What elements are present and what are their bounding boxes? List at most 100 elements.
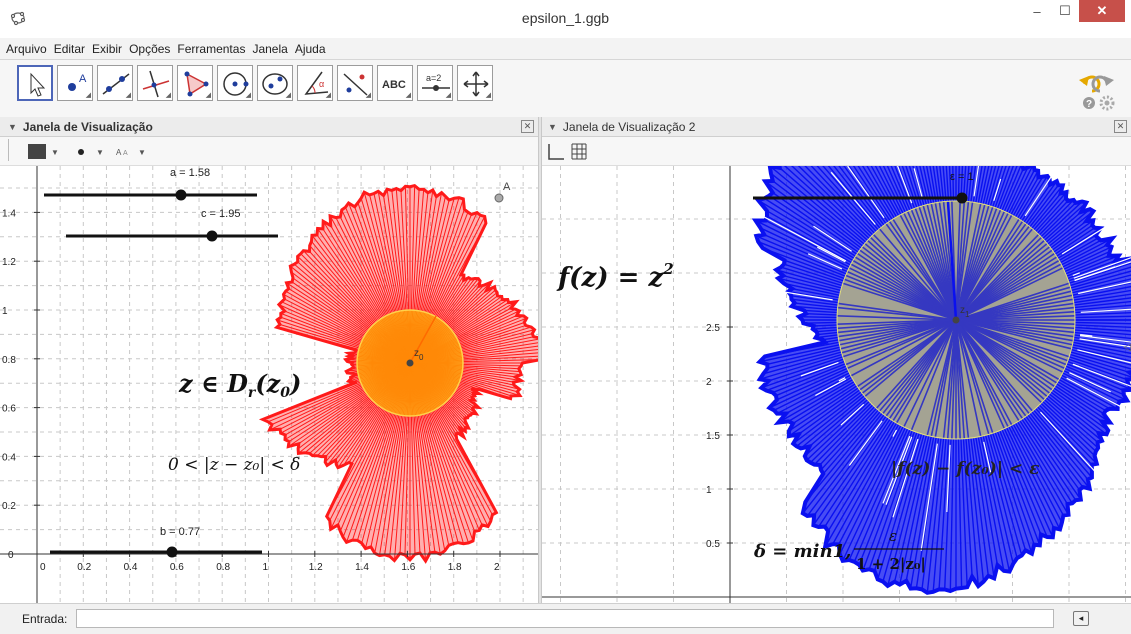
formula-delta-neighborhood: 0 < |z − z₀| < δ — [168, 455, 300, 475]
polygon-tool[interactable]: ◢ — [177, 65, 213, 101]
axis-ticks: 2.5 2 1.5 1 0.5 — [706, 323, 733, 550]
collapse-arrow-icon[interactable]: ▼ — [8, 122, 17, 132]
svg-text:A: A — [79, 73, 87, 85]
right-style-bar — [542, 137, 1131, 166]
menu-arquivo[interactable]: Arquivo — [6, 42, 47, 56]
slider-a-label: a = 1.58 — [170, 167, 210, 179]
maximize-button[interactable]: ☐ — [1051, 0, 1079, 22]
collapse-arrow-icon[interactable]: ▼ — [548, 122, 557, 132]
text-size-icon[interactable]: A A ▼ — [116, 148, 146, 157]
slider-b-label: b = 0.77 — [160, 526, 200, 538]
epsilon-inequality: |f(z) − f(z₀)| < ε — [891, 459, 1039, 479]
svg-text:▼: ▼ — [138, 148, 146, 157]
point-a[interactable] — [495, 194, 503, 202]
x-tick-label: 0.4 — [124, 562, 138, 573]
close-button[interactable]: ✕ — [1079, 0, 1125, 22]
menu-janela[interactable]: Janela — [252, 42, 287, 56]
right-graphics-view[interactable]: z1 2.5 2 1.5 1 0.5 ε = 1 f(z) = z2 |f(z) − f… — [542, 166, 1131, 603]
svg-text:ABC: ABC — [382, 79, 406, 91]
redo-icon[interactable] — [1093, 76, 1114, 91]
circle-tool[interactable]: ◢ — [217, 65, 253, 101]
x-tick-label: 0.8 — [216, 562, 230, 573]
y-tick-label: 1.5 — [706, 431, 720, 442]
y-tick-label: 0.6 — [2, 404, 16, 415]
close-view-icon[interactable]: ✕ — [1114, 120, 1127, 133]
settings-gear-icon[interactable] — [1101, 97, 1113, 109]
move-tool[interactable] — [17, 65, 53, 101]
y-tick-label: 0.2 — [2, 501, 16, 512]
help-icon[interactable]: ? — [1083, 97, 1095, 110]
left-graph-canvas[interactable]: z0 A 0 0.2 0.4 0.6 0.8 1 1.2 1.4 1.6 1.8 21.41.210… — [0, 166, 538, 603]
point-style-icon[interactable]: ▼ — [78, 148, 104, 157]
svg-text:A: A — [116, 148, 122, 157]
close-view-icon[interactable]: ✕ — [521, 120, 534, 133]
svg-text:α: α — [319, 79, 324, 89]
expand-arrow-icon[interactable]: ◁ — [1123, 342, 1131, 353]
minimize-button[interactable]: ‒ — [1023, 0, 1051, 22]
menu-bar: Arquivo Editar Exibir Opções Ferramentas… — [0, 38, 1131, 60]
slider-a[interactable]: a = 1.58 — [44, 167, 257, 201]
x-tick-label: 0 — [40, 562, 46, 573]
x-tick-label: 1.8 — [448, 562, 462, 573]
svg-text:A: A — [123, 150, 128, 157]
style-bar-tools: ▼ ▼ A A ▼ — [0, 137, 200, 166]
line-tool[interactable]: ◢ — [97, 65, 133, 101]
input-field[interactable] — [76, 609, 1054, 628]
x-tick-label: 1.6 — [401, 562, 415, 573]
svg-text:?: ? — [1086, 99, 1092, 110]
y-tick-label: 1 — [2, 306, 8, 317]
delta-formula-denominator: 1 + 2|z₀| — [856, 555, 926, 573]
x-tick-label: 0.2 — [77, 562, 91, 573]
slider-c-label: c = 1.95 — [201, 208, 240, 220]
function-formula: f(z) = z2 — [556, 260, 674, 293]
point-a-label: A — [503, 181, 511, 193]
point-tool[interactable]: A ◢ — [57, 65, 93, 101]
menu-ferramentas[interactable]: Ferramentas — [177, 42, 245, 56]
slider-tool[interactable]: a=2 ◢ — [417, 65, 453, 101]
menu-opcoes[interactable]: Opções — [129, 42, 170, 56]
toolbar: A ◢ ◢ ◢ ◢ ◢ ◢ α ◢ ◢ ABC ◢ a=2 ◢ ◢ — [0, 60, 1131, 118]
y-tick-label: 0.8 — [2, 355, 16, 366]
slider-c[interactable]: c = 1.95 — [66, 208, 278, 242]
grid-toggle-icon[interactable] — [572, 144, 586, 159]
undo-redo-group: ? — [1077, 66, 1117, 112]
menu-editar[interactable]: Editar — [54, 42, 85, 56]
y-tick-label: 1 — [706, 485, 712, 496]
conic-tool[interactable]: ◢ — [257, 65, 293, 101]
menu-exibir[interactable]: Exibir — [92, 42, 122, 56]
svg-text:a=2: a=2 — [426, 73, 441, 83]
left-panel-title: Janela de Visualização — [23, 120, 153, 134]
formula-disk: z ∈ Dr(z0) — [178, 369, 301, 401]
left-graphics-view[interactable]: z0 A 0 0.2 0.4 0.6 0.8 1 1.2 1.4 1.6 1.8 2 1.4 1.2 1 0… — [0, 166, 538, 603]
color-picker-icon[interactable]: ▼ — [28, 144, 59, 159]
perpendicular-tool[interactable]: ◢ — [137, 65, 173, 101]
x-tick-label: 0.6 — [170, 562, 184, 573]
input-label: Entrada: — [22, 612, 67, 626]
svg-text:▼: ▼ — [96, 148, 104, 157]
axes-toggle-icon[interactable] — [549, 144, 564, 159]
move-view-tool[interactable]: ◢ — [457, 65, 493, 101]
right-panel-title: Janela de Visualização 2 — [563, 120, 696, 134]
slider-b[interactable]: b = 0.77 — [50, 526, 262, 558]
right-panel-header: ▼ Janela de Visualização 2 ✕ — [542, 117, 1131, 137]
slider-epsilon-label: ε = 1 — [950, 171, 974, 183]
right-graph-canvas[interactable]: z1 2.5 2 1.5 1 0.5 ε = 1 f(z) = z2 |f(z) − f… — [542, 166, 1131, 603]
x-tick-label: 1.2 — [309, 562, 323, 573]
reflect-tool[interactable]: ◢ — [337, 65, 373, 101]
y-tick-label: 1.4 — [2, 208, 16, 219]
svg-text:▼: ▼ — [51, 148, 59, 157]
delta-formula-lhs: δ = min1, — [753, 541, 851, 562]
input-help-icon[interactable]: ◂ — [1073, 611, 1089, 626]
y-tick-label: 0.5 — [706, 539, 720, 550]
input-bar: Entrada: ◂ — [0, 603, 1131, 634]
center-point-z1[interactable] — [953, 317, 960, 324]
x-tick-label: 1.4 — [355, 562, 369, 573]
text-tool[interactable]: ABC ◢ — [377, 65, 413, 101]
center-point-z0[interactable] — [407, 360, 414, 367]
left-style-bar: ▼ ▼ A A ▼ — [0, 137, 538, 166]
y-tick-label: 0 — [8, 550, 14, 561]
menu-ajuda[interactable]: Ajuda — [295, 42, 326, 56]
title-bar: epsilon_1.ggb ‒ ☐ ✕ — [0, 0, 1131, 39]
angle-tool[interactable]: α ◢ — [297, 65, 333, 101]
style-bar-tools — [542, 137, 622, 166]
